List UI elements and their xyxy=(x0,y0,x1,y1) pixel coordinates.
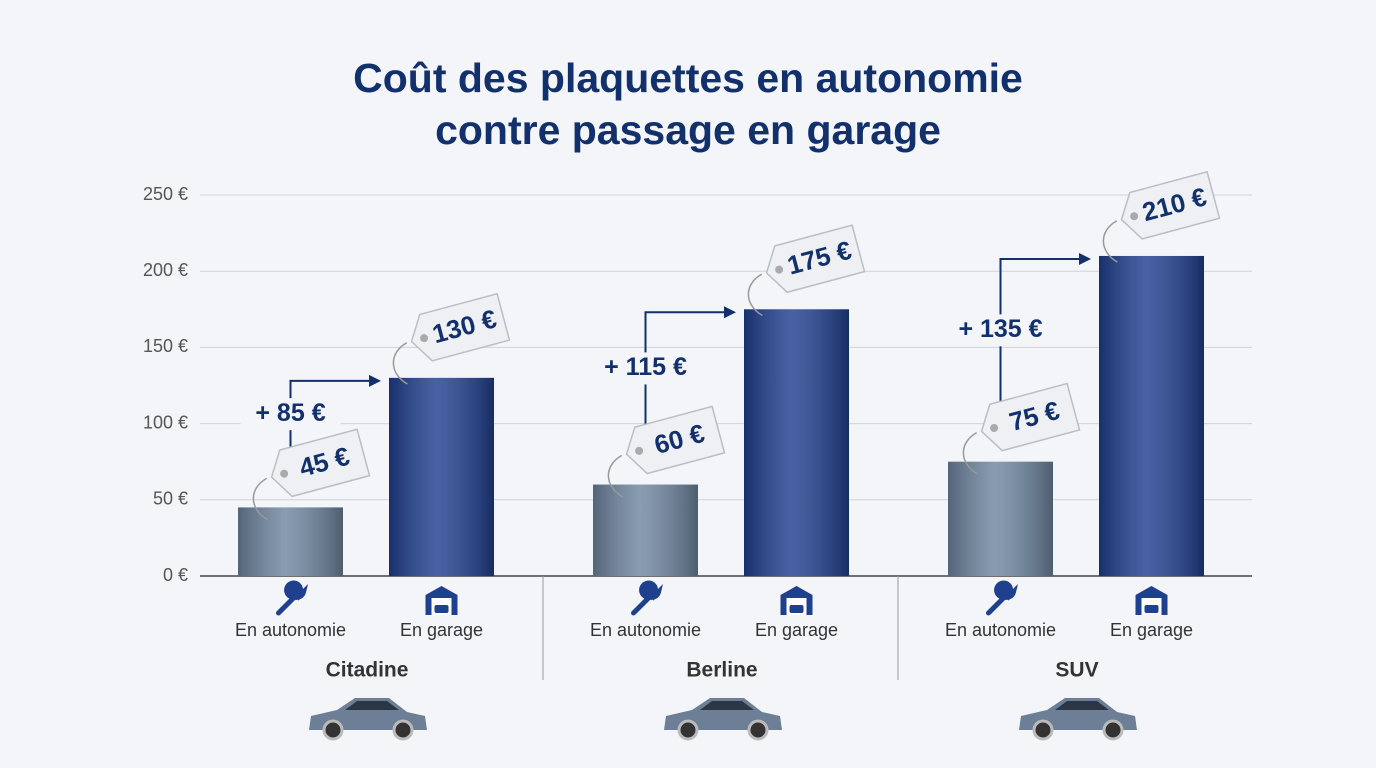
chart-title: Coût des plaquettes en autonomie contre … xyxy=(353,55,1023,153)
car-wheel xyxy=(677,719,699,741)
car-window xyxy=(1055,701,1109,710)
garage-car xyxy=(434,605,449,613)
car-wheel xyxy=(392,719,414,741)
car-window xyxy=(345,701,399,710)
x-tick-label: En autonomie xyxy=(235,620,346,640)
tag-string xyxy=(747,273,763,317)
car-window xyxy=(700,701,754,710)
bar-shine xyxy=(1099,255,1204,576)
tag-hole xyxy=(280,469,289,478)
bar-shine xyxy=(593,484,698,576)
wrench-icon xyxy=(276,580,309,616)
tag-hole xyxy=(775,265,784,274)
y-tick-label: 100 € xyxy=(143,412,188,432)
tag-body xyxy=(270,428,371,498)
tag-hole xyxy=(635,446,644,455)
bar-shine xyxy=(948,461,1053,576)
y-tick-label: 200 € xyxy=(143,260,188,280)
tag-string xyxy=(252,477,268,521)
tag-string xyxy=(392,342,408,385)
x-tick-label: En garage xyxy=(400,620,483,640)
wrench-icon xyxy=(986,580,1019,616)
car-wheel xyxy=(1032,719,1054,741)
tag-string xyxy=(962,431,978,475)
category-label: Citadine xyxy=(326,659,409,682)
tag-body xyxy=(625,405,726,475)
price-tag: 175 € xyxy=(747,224,866,317)
annotation: + 115 € xyxy=(604,353,687,381)
arrow-head xyxy=(724,306,736,319)
y-tick-label: 0 € xyxy=(163,565,188,585)
tag-hole xyxy=(1130,212,1139,221)
x-tick-label: En garage xyxy=(755,620,838,640)
tag-body xyxy=(410,292,511,362)
arrow-head xyxy=(1079,252,1091,265)
tag-string xyxy=(607,454,623,498)
y-tick-label: 50 € xyxy=(153,489,188,509)
annotation: + 135 € xyxy=(958,315,1042,343)
annotation-bg xyxy=(595,352,696,385)
price-tag: 45 € xyxy=(252,428,371,521)
category-label: SUV xyxy=(1055,659,1098,682)
annotation-bg xyxy=(240,398,341,431)
y-tick-label: 150 € xyxy=(143,336,188,356)
arrow-head xyxy=(369,374,381,387)
x-tick-label: En autonomie xyxy=(945,620,1056,640)
bar-shine xyxy=(744,309,849,576)
x-tick-label: En autonomie xyxy=(590,620,701,640)
difference-arrow xyxy=(999,257,1085,402)
annotation: + 85 € xyxy=(255,399,325,427)
price-tag: 60 € xyxy=(607,405,726,498)
tag-body xyxy=(1120,170,1221,240)
tag-body xyxy=(980,382,1081,452)
wrench-icon xyxy=(631,580,664,616)
bar-shine xyxy=(389,377,494,576)
car-wheel xyxy=(1102,719,1124,741)
annotation-bg xyxy=(950,314,1051,347)
difference-arrow xyxy=(644,311,730,425)
x-tick-label: En garage xyxy=(1110,620,1193,640)
car-wheel xyxy=(747,719,769,741)
tag-hole xyxy=(420,334,429,343)
bar-shine xyxy=(238,507,343,576)
y-tick-label: 250 € xyxy=(143,184,188,204)
price-tag: 210 € xyxy=(1102,170,1221,263)
price-tag: 130 € xyxy=(392,292,511,385)
car-wheel xyxy=(322,719,344,741)
tag-body xyxy=(765,224,866,294)
garage-car xyxy=(1144,605,1159,613)
price-tag: 75 € xyxy=(962,382,1081,475)
tag-hole xyxy=(990,423,999,432)
garage-car xyxy=(789,605,804,613)
tag-string xyxy=(1102,220,1118,263)
category-label: Berline xyxy=(686,659,757,682)
